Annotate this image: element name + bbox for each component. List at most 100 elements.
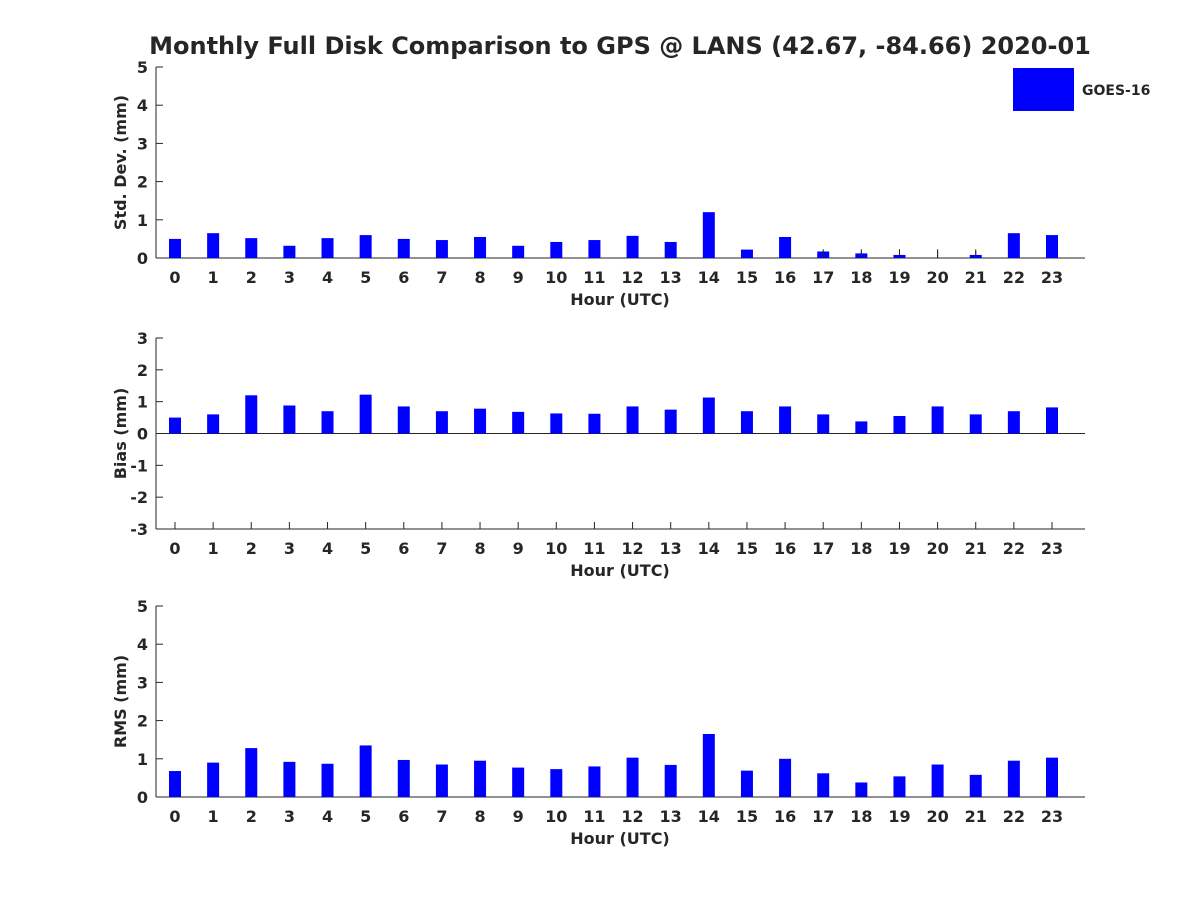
rms-bar-hour-12	[626, 757, 639, 797]
rms-x-tick-label: 11	[583, 807, 605, 826]
std-dev-x-tick-label: 13	[660, 268, 682, 287]
bias-bar-hour-23	[1045, 407, 1058, 434]
bias-y-tick-label: 0	[137, 425, 148, 444]
rms-bar-hour-17	[817, 773, 830, 797]
std-dev-x-tick-label: 20	[926, 268, 948, 287]
std-dev-x-tick-label: 8	[474, 268, 485, 287]
std-dev-x-tick-label: 17	[812, 268, 834, 287]
rms-x-tick-label: 4	[322, 807, 333, 826]
std-dev-bar-hour-6	[397, 238, 410, 258]
bias-bar-hour-7	[435, 411, 448, 434]
legend-swatch-goes16	[1013, 68, 1074, 111]
legend: GOES-16	[1013, 68, 1150, 111]
bias-x-tick-label: 10	[545, 539, 567, 558]
rms-y-tick-label: 0	[137, 788, 148, 807]
std-dev-y-tick-label: 2	[137, 173, 148, 192]
rms-bar-hour-16	[779, 758, 792, 797]
rms-bar-hour-0	[169, 771, 181, 797]
rms-bar-hour-22	[1007, 760, 1020, 797]
bias-x-tick-label: 1	[208, 539, 219, 558]
std-dev-y-tick-label: 1	[137, 211, 148, 230]
std-dev-x-tick-label: 7	[436, 268, 447, 287]
rms-bar-hour-7	[435, 764, 448, 797]
std-dev-y-tick-label: 0	[137, 249, 148, 268]
rms-bar-hour-13	[664, 764, 677, 797]
rms-x-tick-label: 8	[474, 807, 485, 826]
std-dev-y-axis-label: Std. Dev. (mm)	[111, 95, 130, 230]
std-dev-x-tick-label: 1	[208, 268, 219, 287]
bias-bar-hour-13	[664, 409, 677, 434]
bias-x-tick-label: 19	[888, 539, 910, 558]
bias-bar-hour-22	[1007, 411, 1020, 434]
rms-x-tick-label: 2	[246, 807, 257, 826]
bias-bar-hour-3	[283, 405, 296, 434]
std-dev-x-tick-label: 12	[621, 268, 643, 287]
rms-bar-hour-19	[893, 776, 906, 797]
rms-x-tick-label: 14	[698, 807, 720, 826]
bias-x-tick-label: 13	[660, 539, 682, 558]
rms-x-tick-label: 9	[513, 807, 524, 826]
bias-x-tick-label: 6	[398, 539, 409, 558]
rms-y-tick-label: 4	[137, 635, 148, 654]
rms-x-tick-label: 0	[169, 807, 180, 826]
rms-x-tick-label: 21	[965, 807, 987, 826]
std-dev-x-tick-label: 10	[545, 268, 567, 287]
rms-x-tick-label: 5	[360, 807, 371, 826]
std-dev-x-tick-label: 5	[360, 268, 371, 287]
std-dev-bar-hour-0	[169, 238, 181, 258]
std-dev-x-axis-label: Hour (UTC)	[570, 290, 670, 309]
rms-x-tick-label: 15	[736, 807, 758, 826]
bias-x-tick-label: 17	[812, 539, 834, 558]
rms-bar-hour-11	[588, 766, 601, 797]
bias-bar-hour-0	[169, 417, 181, 434]
std-dev-x-tick-label: 23	[1041, 268, 1063, 287]
rms-x-tick-label: 3	[284, 807, 295, 826]
std-dev-bar-hour-16	[779, 236, 792, 258]
bias-bar-hour-8	[474, 408, 487, 434]
bias-y-tick-label: 1	[137, 393, 148, 412]
bias-x-tick-label: 9	[513, 539, 524, 558]
bias-bar-hour-12	[626, 406, 639, 434]
rms-x-tick-label: 19	[888, 807, 910, 826]
bias-bar-hour-5	[359, 394, 372, 434]
std-dev-bar-hour-22	[1007, 233, 1020, 258]
bias-bar-hour-17	[817, 414, 830, 434]
bias-bar-hour-10	[550, 413, 563, 434]
std-dev-x-tick-label: 0	[169, 268, 180, 287]
std-dev-x-tick-label: 19	[888, 268, 910, 287]
bias-bar-hour-14	[702, 397, 715, 434]
rms-bar-hour-18	[855, 782, 868, 797]
std-dev-bar-hour-10	[550, 241, 563, 258]
std-dev-x-tick-label: 6	[398, 268, 409, 287]
bias-bar-hour-6	[397, 406, 410, 434]
std-dev-bar-hour-8	[474, 236, 487, 258]
std-dev-y-tick-label: 3	[137, 134, 148, 153]
rms-x-tick-label: 23	[1041, 807, 1063, 826]
std-dev-x-tick-label: 9	[513, 268, 524, 287]
bias-bar-hour-16	[779, 406, 792, 434]
bias-x-tick-label: 18	[850, 539, 872, 558]
bias-x-tick-label: 14	[698, 539, 720, 558]
chart-title: Monthly Full Disk Comparison to GPS @ LA…	[149, 32, 1091, 60]
std-dev-x-tick-label: 14	[698, 268, 720, 287]
bias-y-tick-label: -3	[130, 520, 148, 539]
rms-bar-hour-10	[550, 769, 563, 797]
rms-x-tick-label: 20	[926, 807, 948, 826]
std-dev-bar-hour-5	[359, 235, 372, 258]
std-dev-bar-hour-13	[664, 241, 677, 258]
bias-bar-hour-20	[931, 406, 944, 434]
rms-y-tick-label: 5	[137, 597, 148, 616]
std-dev-x-tick-label: 3	[284, 268, 295, 287]
std-dev-x-tick-label: 16	[774, 268, 796, 287]
rms-x-tick-label: 18	[850, 807, 872, 826]
bias-bar-hour-21	[969, 414, 982, 434]
bias-bar-hour-11	[588, 413, 601, 434]
bias-bar-hour-2	[245, 395, 258, 434]
bias-x-tick-label: 15	[736, 539, 758, 558]
bias-x-tick-label: 8	[474, 539, 485, 558]
rms-x-tick-label: 6	[398, 807, 409, 826]
std-dev-bar-hour-15	[740, 249, 753, 258]
rms-x-tick-label: 17	[812, 807, 834, 826]
std-dev-bar-hour-1	[207, 233, 220, 258]
